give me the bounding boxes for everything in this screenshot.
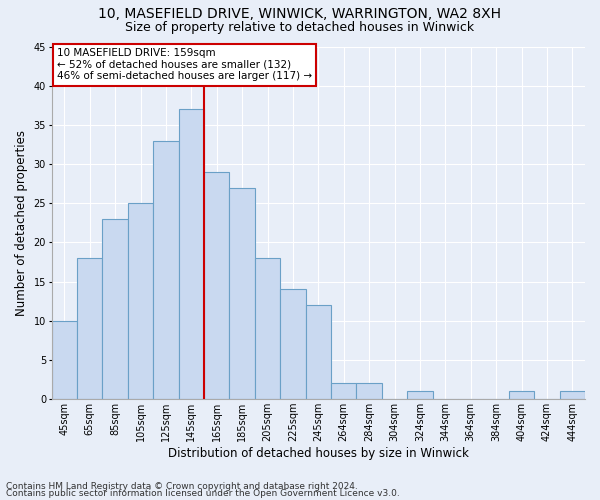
Text: 10, MASEFIELD DRIVE, WINWICK, WARRINGTON, WA2 8XH: 10, MASEFIELD DRIVE, WINWICK, WARRINGTON… [98,8,502,22]
Bar [229,188,255,399]
Bar [305,305,331,399]
Bar [52,321,77,399]
Text: Contains public sector information licensed under the Open Government Licence v3: Contains public sector information licen… [6,490,400,498]
Bar [255,258,280,399]
Bar [407,392,433,399]
Bar [280,290,305,399]
Y-axis label: Number of detached properties: Number of detached properties [15,130,28,316]
Text: Contains HM Land Registry data © Crown copyright and database right 2024.: Contains HM Land Registry data © Crown c… [6,482,358,491]
Bar [509,392,534,399]
Bar [128,203,153,399]
Bar [560,392,585,399]
Bar [331,384,356,399]
Text: Size of property relative to detached houses in Winwick: Size of property relative to detached ho… [125,21,475,34]
Bar [77,258,103,399]
Bar [153,140,179,399]
Bar [103,219,128,399]
Bar [179,109,204,399]
Bar [356,384,382,399]
Bar [204,172,229,399]
Text: 10 MASEFIELD DRIVE: 159sqm
← 52% of detached houses are smaller (132)
46% of sem: 10 MASEFIELD DRIVE: 159sqm ← 52% of deta… [57,48,312,82]
X-axis label: Distribution of detached houses by size in Winwick: Distribution of detached houses by size … [168,447,469,460]
